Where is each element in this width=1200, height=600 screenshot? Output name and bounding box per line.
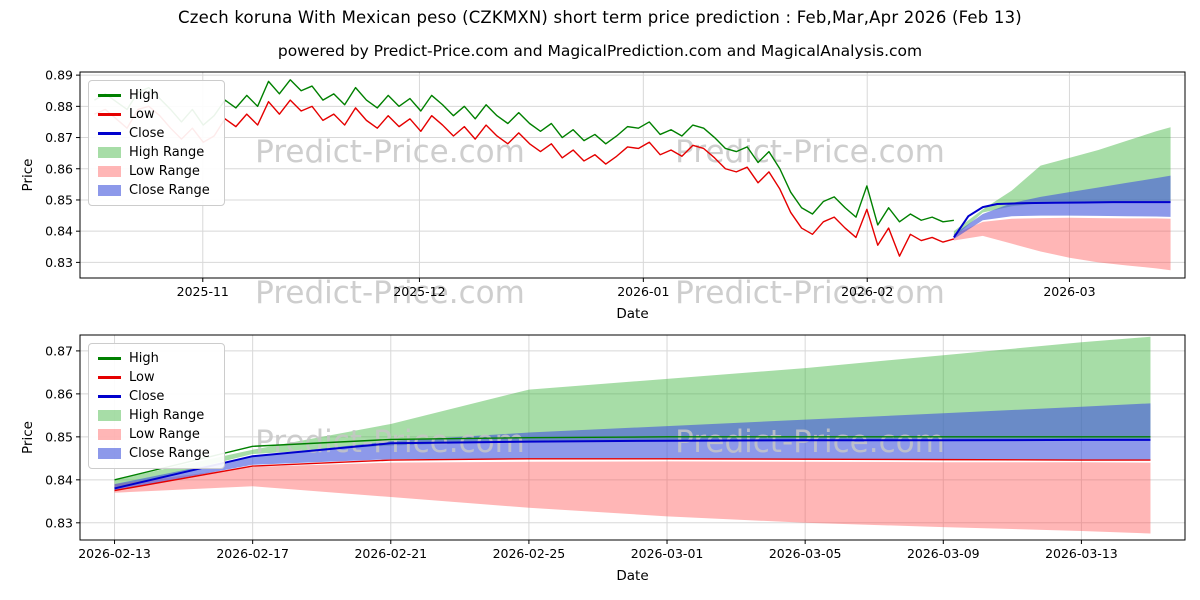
x-axis-label: Date: [616, 306, 648, 322]
legend-item-low: Low: [98, 107, 210, 122]
band-high-range: [114, 336, 1151, 489]
legend-patch-swatch: [98, 410, 121, 421]
legend-line-swatch: [98, 132, 121, 135]
x-axis-label: Date: [616, 568, 648, 584]
legend-label: Low: [129, 107, 155, 122]
legend-item-high-range: High Range: [98, 408, 210, 423]
legend-line-swatch: [98, 395, 121, 398]
x-tick-label: 2026-03: [1043, 284, 1095, 299]
x-tick-label: 2026-02-25: [493, 546, 566, 561]
x-tick-label: 2026-02: [841, 284, 893, 299]
band-close-range: [953, 175, 1171, 239]
y-tick-label: 0.85: [45, 429, 73, 444]
x-tick-label: 2026-03-13: [1045, 546, 1118, 561]
legend-top-chart: High Low Close High Range Low Range Close Ran…: [88, 80, 225, 206]
y-axis-label: Price: [20, 159, 36, 192]
x-tick-label: 2026-03-09: [907, 546, 980, 561]
page-title: Czech koruna With Mexican peso (CZKMXN) …: [178, 8, 1022, 27]
legend-patch-swatch: [98, 147, 121, 158]
x-tick-label: 2026-02-13: [78, 546, 151, 561]
y-tick-label: 0.86: [45, 161, 73, 176]
legend-bottom-chart: High Low Close High Range Low Range Close Ran…: [88, 343, 225, 469]
series-close-line: [953, 201, 1171, 238]
legend-label: High: [129, 88, 159, 103]
y-tick-label: 0.87: [45, 343, 73, 358]
x-tick-label: 2026-01: [617, 284, 669, 299]
legend-item-low-range: Low Range: [98, 427, 210, 442]
band-close-range: [114, 403, 1151, 491]
legend-item-close: Close: [98, 389, 210, 404]
chart-price-history-with-forecast: Predict-Price.com Predict-Price.com Predic…: [20, 68, 1186, 322]
legend-label: High: [129, 351, 159, 366]
y-tick-label: 0.83: [45, 255, 73, 270]
band-low-range: [953, 217, 1171, 271]
legend-line-swatch: [98, 376, 121, 379]
series-low-line: [94, 99, 955, 257]
legend-item-low-range: Low Range: [98, 164, 210, 179]
legend-label: High Range: [129, 408, 205, 423]
legend-label: Low Range: [129, 427, 200, 442]
legend-line-swatch: [98, 113, 121, 116]
legend-patch-swatch: [98, 448, 121, 459]
chart-forecast-detail: Predict-Price.com Predict-Price.com2026-0…: [20, 334, 1186, 584]
y-tick-label: 0.87: [45, 130, 73, 145]
plot-frame: [79, 334, 1186, 541]
legend-label: Close Range: [129, 183, 210, 198]
legend-patch-swatch: [98, 166, 121, 177]
watermark-text: Predict-Price.com: [675, 424, 945, 460]
legend-item-high: High: [98, 351, 210, 366]
legend-label: Close: [129, 389, 165, 404]
band-low-range: [114, 461, 1151, 534]
legend-item-high-range: High Range: [98, 145, 210, 160]
plot-frame: [79, 71, 1186, 279]
legend-label: Close: [129, 126, 165, 141]
y-tick-label: 0.83: [45, 515, 73, 530]
watermark-text: Predict-Price.com: [255, 275, 525, 311]
x-tick-label: 2025-11: [177, 284, 229, 299]
watermark-text: Predict-Price.com: [675, 275, 945, 311]
legend-label: Close Range: [129, 446, 210, 461]
y-tick-label: 0.89: [45, 68, 73, 83]
legend-item-close-range: Close Range: [98, 183, 210, 198]
x-tick-label: 2026-03-01: [631, 546, 704, 561]
legend-line-swatch: [98, 357, 121, 360]
watermark-text: Predict-Price.com: [255, 134, 525, 170]
series-high-line: [114, 436, 1151, 481]
band-high-range: [953, 127, 1171, 238]
legend-line-swatch: [98, 94, 121, 97]
legend-item-low: Low: [98, 370, 210, 385]
y-tick-label: 0.84: [45, 472, 73, 487]
x-tick-label: 2026-02-21: [354, 546, 427, 561]
series-close-line: [114, 438, 1151, 490]
y-tick-label: 0.86: [45, 386, 73, 401]
y-tick-label: 0.85: [45, 192, 73, 207]
legend-patch-swatch: [98, 429, 121, 440]
legend-item-close: Close: [98, 126, 210, 141]
series-high-line: [94, 79, 954, 226]
legend-item-high: High: [98, 88, 210, 103]
y-tick-label: 0.84: [45, 224, 73, 239]
legend-label: High Range: [129, 145, 205, 160]
y-tick-label: 0.88: [45, 99, 73, 114]
x-tick-label: 2026-03-05: [769, 546, 842, 561]
legend-label: Low: [129, 370, 155, 385]
legend-item-close-range: Close Range: [98, 446, 210, 461]
series-low-line: [114, 458, 1151, 492]
legend-patch-swatch: [98, 185, 121, 196]
x-tick-label: 2026-02-17: [216, 546, 289, 561]
legend-label: Low Range: [129, 164, 200, 179]
powered-by-subtitle: powered by Predict-Price.com and Magical…: [277, 42, 923, 60]
x-tick-label: 2025-12: [393, 284, 445, 299]
y-axis-label: Price: [20, 421, 36, 454]
